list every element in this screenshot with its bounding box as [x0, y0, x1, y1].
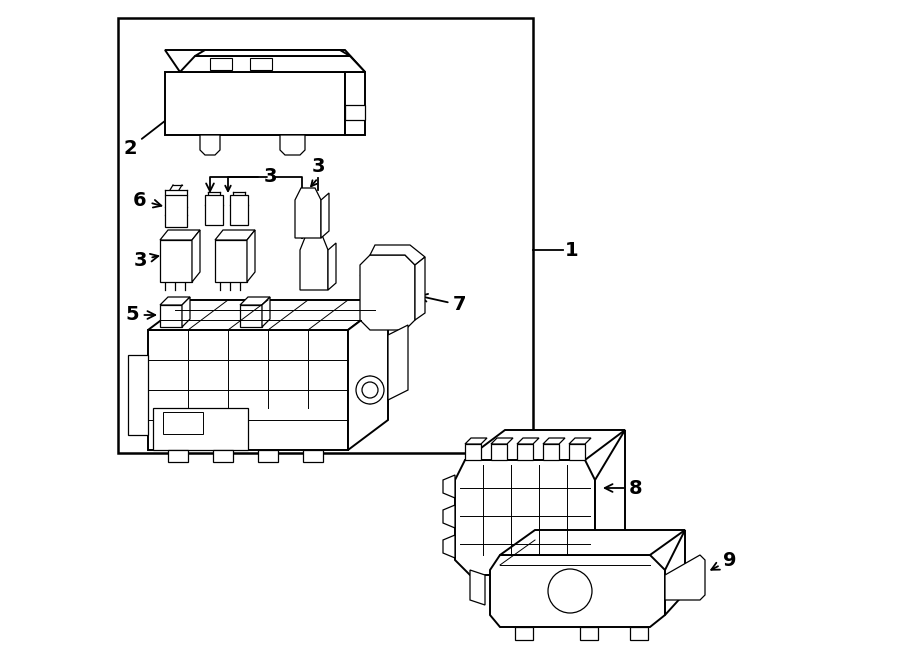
Polygon shape	[280, 135, 305, 155]
Polygon shape	[321, 193, 329, 238]
Polygon shape	[165, 195, 187, 227]
Text: 2: 2	[123, 103, 188, 157]
Polygon shape	[455, 460, 595, 575]
Text: 7: 7	[419, 294, 467, 315]
Text: 8: 8	[605, 479, 643, 498]
Polygon shape	[200, 135, 220, 155]
Polygon shape	[543, 444, 559, 460]
Polygon shape	[415, 257, 425, 320]
Polygon shape	[128, 355, 148, 435]
Circle shape	[356, 376, 384, 404]
Polygon shape	[465, 444, 481, 460]
Polygon shape	[630, 627, 648, 640]
Bar	[250, 58, 272, 70]
Polygon shape	[465, 430, 625, 460]
Polygon shape	[295, 188, 321, 238]
Text: 3: 3	[311, 157, 325, 176]
Polygon shape	[148, 300, 388, 330]
Polygon shape	[665, 555, 705, 600]
Polygon shape	[491, 444, 507, 460]
Polygon shape	[490, 555, 665, 627]
Polygon shape	[328, 243, 336, 290]
Polygon shape	[443, 475, 455, 498]
Polygon shape	[500, 530, 685, 555]
Polygon shape	[360, 255, 415, 330]
Text: 3: 3	[133, 251, 158, 270]
Polygon shape	[213, 450, 233, 462]
Polygon shape	[215, 230, 255, 240]
Polygon shape	[300, 235, 328, 290]
Polygon shape	[182, 297, 190, 327]
Bar	[215, 240, 247, 282]
Text: 3: 3	[206, 167, 277, 191]
Polygon shape	[247, 230, 255, 282]
Polygon shape	[153, 408, 248, 450]
Polygon shape	[569, 444, 585, 460]
Circle shape	[362, 382, 378, 398]
Bar	[160, 305, 182, 327]
Polygon shape	[262, 297, 270, 327]
Polygon shape	[168, 450, 188, 462]
Polygon shape	[148, 330, 348, 450]
Circle shape	[548, 569, 592, 613]
Polygon shape	[180, 56, 365, 72]
Polygon shape	[491, 438, 513, 444]
Text: 1: 1	[565, 241, 579, 260]
Polygon shape	[517, 444, 533, 460]
Bar	[210, 58, 232, 70]
Polygon shape	[465, 438, 487, 444]
Text: 6: 6	[133, 190, 161, 210]
Polygon shape	[240, 297, 270, 305]
Text: 4: 4	[247, 305, 282, 325]
Bar	[160, 240, 192, 282]
Polygon shape	[595, 430, 625, 560]
Text: 5: 5	[125, 305, 155, 325]
Polygon shape	[543, 438, 565, 444]
Polygon shape	[192, 230, 200, 282]
Polygon shape	[348, 300, 388, 450]
Bar	[240, 305, 262, 327]
Polygon shape	[515, 627, 533, 640]
Polygon shape	[388, 325, 408, 400]
Text: 9: 9	[711, 551, 737, 570]
Polygon shape	[517, 438, 539, 444]
Bar	[163, 412, 203, 434]
Polygon shape	[443, 535, 455, 558]
Polygon shape	[569, 438, 591, 444]
Bar	[230, 195, 248, 225]
Polygon shape	[165, 50, 365, 72]
Polygon shape	[580, 627, 598, 640]
Polygon shape	[303, 450, 323, 462]
Polygon shape	[470, 570, 485, 605]
Polygon shape	[195, 50, 350, 56]
Polygon shape	[345, 72, 365, 135]
Bar	[205, 195, 223, 225]
Polygon shape	[665, 530, 685, 615]
Bar	[118, 18, 533, 453]
Polygon shape	[443, 505, 455, 528]
Polygon shape	[165, 72, 345, 135]
Polygon shape	[160, 230, 200, 240]
Polygon shape	[370, 245, 425, 265]
Polygon shape	[160, 297, 190, 305]
Polygon shape	[258, 450, 278, 462]
Polygon shape	[345, 105, 365, 120]
